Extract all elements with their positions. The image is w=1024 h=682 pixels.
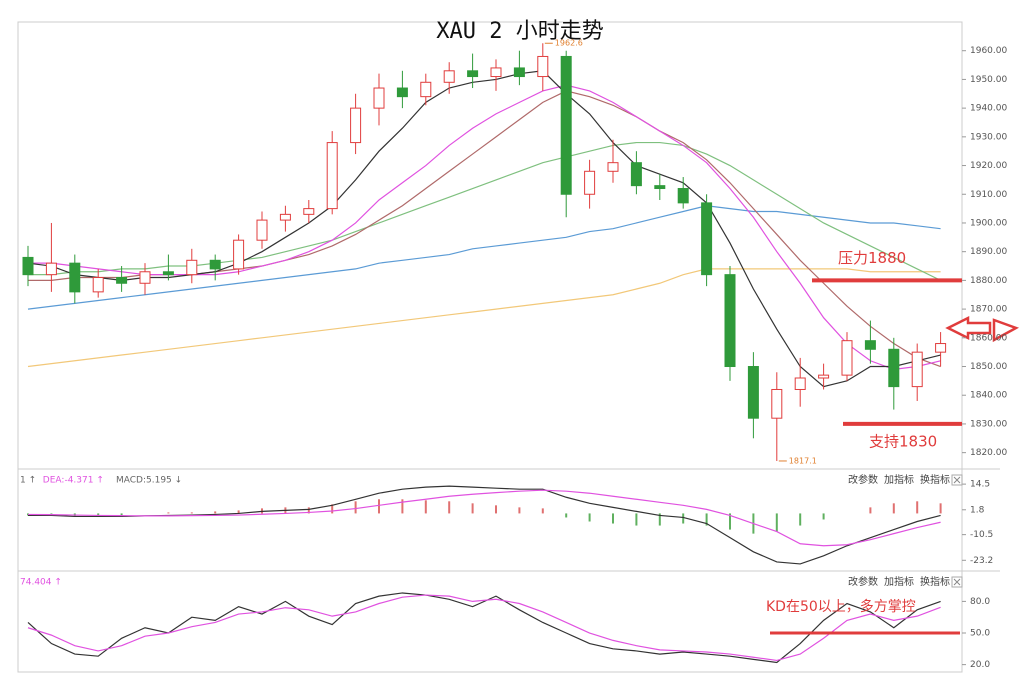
indicator-line bbox=[27, 489, 941, 547]
candle-body bbox=[45, 262, 57, 276]
candle-body bbox=[279, 213, 291, 221]
candle-body bbox=[654, 185, 666, 190]
indicator-line bbox=[28, 485, 941, 565]
candle-body bbox=[724, 274, 736, 368]
y-tick-label: 1850.00 bbox=[970, 362, 1007, 372]
y-tick-label: 1860.00 bbox=[970, 333, 1007, 343]
y-tick-label: 1940.00 bbox=[970, 104, 1007, 114]
plot-frame bbox=[17, 21, 963, 673]
candle-body bbox=[607, 162, 619, 172]
candle-body bbox=[22, 256, 34, 276]
candle-body bbox=[864, 340, 876, 350]
candle-body bbox=[69, 262, 81, 293]
y-tick-label: -23.2 bbox=[970, 556, 993, 566]
candle-body bbox=[92, 277, 104, 293]
candle-body bbox=[701, 202, 713, 276]
candle-body bbox=[794, 377, 806, 390]
readout: DEA:-4.371 ↑ bbox=[43, 476, 104, 486]
y-tick-label: 1840.00 bbox=[970, 391, 1007, 401]
indicator-line bbox=[28, 141, 941, 281]
level-label: KD在50以上，多方掌控 bbox=[766, 598, 916, 615]
candle-body bbox=[256, 219, 268, 241]
y-tick-label: 1820.00 bbox=[970, 448, 1007, 458]
candle-body bbox=[490, 67, 502, 78]
candle-body bbox=[186, 259, 198, 276]
indicator-button[interactable]: 换指标 bbox=[920, 575, 950, 588]
readout: MACD:5.195 ↓ bbox=[116, 476, 182, 486]
candle-body bbox=[420, 81, 432, 98]
candle-body bbox=[584, 170, 596, 195]
candle-body bbox=[303, 208, 315, 215]
candle-body bbox=[467, 70, 479, 78]
low-label: 1817.1 bbox=[789, 456, 817, 465]
candle-body bbox=[818, 374, 830, 379]
candle-body bbox=[771, 388, 783, 419]
candle-body bbox=[841, 340, 853, 376]
indicator-button[interactable]: 加指标 bbox=[884, 473, 914, 486]
y-tick-label: 1870.00 bbox=[970, 305, 1007, 315]
readout: 74.404 ↑ bbox=[20, 578, 62, 588]
candle-body bbox=[443, 70, 455, 83]
y-tick-label: 1.8 bbox=[970, 505, 985, 515]
candle-body bbox=[233, 239, 245, 270]
level-label: 支持1830 bbox=[869, 432, 937, 450]
y-tick-label: 1830.00 bbox=[970, 419, 1007, 429]
arrow-icon bbox=[992, 318, 1020, 343]
indicator-line bbox=[27, 268, 941, 368]
y-tick-label: 20.0 bbox=[970, 660, 990, 670]
indicator-line bbox=[28, 90, 941, 368]
high-label: 1962.6 bbox=[555, 39, 583, 48]
indicator-button[interactable]: 改参数 bbox=[848, 473, 878, 486]
y-tick-label: 1950.00 bbox=[970, 75, 1007, 85]
candle-body bbox=[350, 107, 362, 144]
candle-body bbox=[209, 259, 221, 270]
candle-body bbox=[396, 87, 408, 98]
candle-body bbox=[373, 87, 385, 109]
y-tick-label: -10.5 bbox=[970, 530, 993, 540]
y-tick-label: 1910.00 bbox=[970, 190, 1007, 200]
candle-body bbox=[630, 162, 642, 187]
candle-body bbox=[326, 142, 338, 210]
y-tick-label: 1960.00 bbox=[970, 46, 1007, 56]
readout: 1 ↑ bbox=[20, 476, 36, 486]
candle-body bbox=[537, 55, 549, 78]
y-tick-label: 1880.00 bbox=[970, 276, 1007, 286]
close-icon bbox=[953, 578, 961, 586]
candle-body bbox=[513, 67, 525, 78]
y-tick-label: 1890.00 bbox=[970, 247, 1007, 257]
candle-body bbox=[139, 271, 151, 284]
candle-body bbox=[888, 348, 900, 388]
chart-title: XAU 2 小时走势 bbox=[436, 19, 603, 44]
candle-body bbox=[935, 343, 947, 353]
y-tick-label: 1930.00 bbox=[970, 132, 1007, 142]
y-tick-label: 50.0 bbox=[970, 629, 990, 639]
indicator-button[interactable]: 改参数 bbox=[848, 575, 878, 588]
candle-body bbox=[560, 55, 572, 195]
y-tick-label: 14.5 bbox=[970, 480, 990, 490]
y-tick-label: 1920.00 bbox=[970, 161, 1007, 171]
indicator-line bbox=[28, 84, 941, 371]
indicator-line bbox=[27, 70, 941, 388]
indicator-line bbox=[27, 592, 941, 664]
level-label: 压力1880 bbox=[838, 249, 906, 267]
candle-body bbox=[911, 351, 923, 388]
y-tick-label: 1900.00 bbox=[970, 218, 1007, 228]
arrow-icon bbox=[945, 315, 992, 341]
close-icon bbox=[953, 476, 961, 484]
indicator-button[interactable]: 加指标 bbox=[884, 575, 914, 588]
indicator-button[interactable]: 换指标 bbox=[920, 473, 950, 486]
candle-body bbox=[747, 366, 759, 419]
candle-body bbox=[677, 188, 689, 204]
indicator-line bbox=[27, 594, 941, 662]
y-tick-label: 80.0 bbox=[970, 597, 990, 607]
candle-body bbox=[162, 271, 174, 276]
candle-body bbox=[116, 277, 128, 284]
indicator-line bbox=[27, 205, 941, 310]
